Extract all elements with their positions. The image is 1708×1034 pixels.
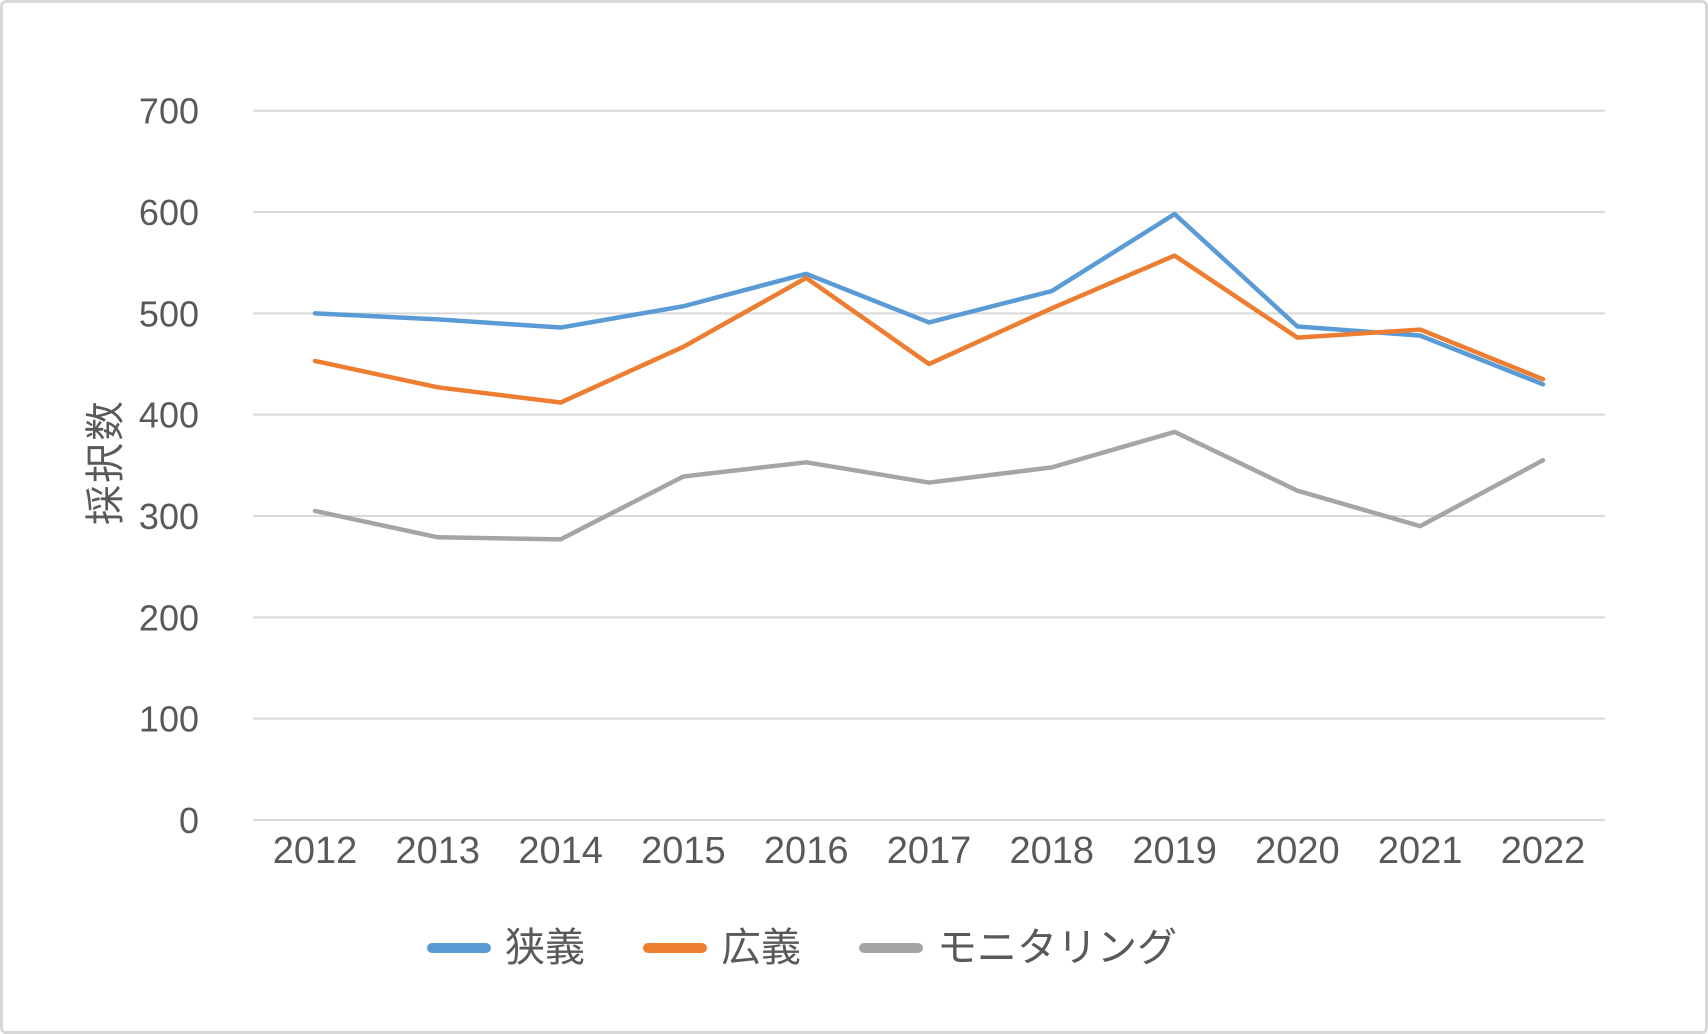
- chart-svg: 0 100 200 300 400 500 600 700 2012 2013 2014 2015 20…: [139, 91, 1605, 872]
- x-tick-label-2013: 2013: [396, 830, 481, 872]
- y-tick-label-300: 300: [139, 496, 199, 537]
- x-tick-label-2020: 2020: [1255, 830, 1340, 872]
- x-tick-label-2021: 2021: [1378, 830, 1463, 872]
- x-tick-label-2017: 2017: [887, 830, 972, 872]
- series-line-0: [312, 211, 1546, 387]
- x-tick-label-2014: 2014: [518, 830, 603, 872]
- legend-label-2: モニタリング: [937, 926, 1177, 970]
- legend-swatch-1: [643, 943, 707, 953]
- x-tick-label-2018: 2018: [1010, 830, 1095, 872]
- legend-item-0: 狭義: [427, 928, 585, 968]
- legend-item-1: 広義: [643, 928, 801, 968]
- legend-swatch-0: [427, 943, 491, 953]
- legend-label-0: 狭義: [505, 926, 585, 970]
- series-line-2: [312, 429, 1546, 542]
- y-tick-label-600: 600: [139, 192, 199, 233]
- legend-label-1: 広義: [721, 926, 801, 970]
- legend-item-2: モニタリング: [859, 928, 1177, 968]
- series-line-1: [312, 253, 1546, 405]
- y-tick-label-700: 700: [139, 91, 199, 132]
- x-tick-label-2012: 2012: [273, 830, 358, 872]
- x-tick-label-2015: 2015: [641, 830, 726, 872]
- y-tick-label-100: 100: [139, 699, 199, 740]
- legend-swatch-2: [859, 943, 923, 953]
- y-tick-label-400: 400: [139, 395, 199, 436]
- y-tick-label-0: 0: [179, 800, 199, 841]
- x-tick-label-2016: 2016: [764, 830, 849, 872]
- y-axis-title: 採択数: [84, 399, 128, 525]
- y-tick-label-500: 500: [139, 293, 199, 334]
- x-tick-label-2022: 2022: [1501, 830, 1586, 872]
- legend: 狭義 広義 モニタリング: [3, 928, 1653, 968]
- x-tick-label-2019: 2019: [1132, 830, 1217, 872]
- y-tick-label-200: 200: [139, 597, 199, 638]
